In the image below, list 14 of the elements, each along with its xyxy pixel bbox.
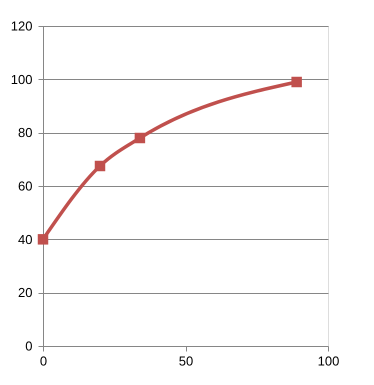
y-tick-label: 60 <box>18 178 32 194</box>
y-tick-label: 20 <box>18 285 32 300</box>
y-tick-label: 80 <box>18 125 32 140</box>
x-tick-label: 100 <box>318 354 340 368</box>
point <box>134 132 146 144</box>
y-tick-label: 40 <box>18 232 32 247</box>
y-tick-label: 120 <box>10 18 32 34</box>
y-tick-label: 0 <box>25 338 32 354</box>
x-tick-label: 50 <box>178 354 194 368</box>
point <box>38 234 48 245</box>
x-tick-label: 0 <box>40 354 48 368</box>
point <box>94 160 106 172</box>
point <box>291 76 302 88</box>
y-tick-label: 100 <box>10 72 32 87</box>
